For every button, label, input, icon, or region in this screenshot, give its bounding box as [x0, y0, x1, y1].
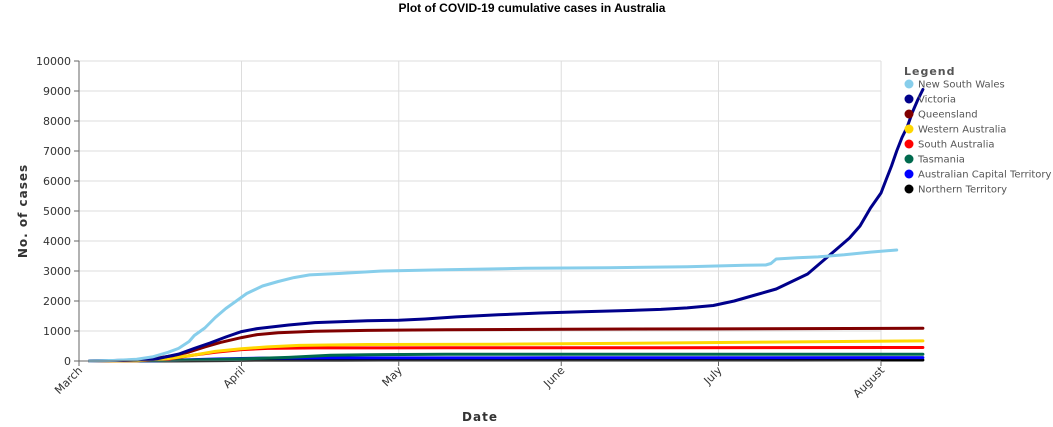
legend-items: New South Wales Victoria Queensland Western…: [904, 79, 1052, 196]
legend-label-northern-territory: Northern Territory: [918, 185, 1007, 196]
x-tick-label: July: [701, 364, 725, 388]
y-tick-label: 7000: [43, 145, 71, 158]
x-tick-label: June: [541, 364, 568, 391]
y-axis-ticks: 0 1000 2000 3000 4000 5000 6000 7000 8000 9000 100…: [36, 55, 79, 368]
y-tick-label: 4000: [43, 235, 71, 248]
x-tick-label: August: [851, 363, 888, 400]
legend-label-victoria: Victoria: [918, 95, 956, 106]
legend-label-western-australia: Western Australia: [918, 125, 1006, 136]
y-tick-label: 5000: [43, 205, 71, 218]
legend-label-new-south-wales: New South Wales: [918, 80, 1005, 91]
x-tick-label: March: [52, 364, 85, 397]
chart-title: Plot of COVID-19 cumulative cases in Aus…: [399, 1, 666, 15]
legend-marker-victoria: [904, 94, 914, 104]
y-tick-label: 1000: [43, 325, 71, 338]
x-axis-ticks: March April May June July August: [52, 361, 888, 400]
legend-label-tasmania: Tasmania: [917, 155, 965, 166]
legend-marker-tasmania: [904, 154, 914, 164]
legend-marker-queensland: [904, 109, 914, 119]
y-axis-title: No. of cases: [16, 164, 30, 258]
y-tick-label: 10000: [36, 55, 71, 68]
legend-label-south-australia: South Australia: [918, 140, 994, 151]
x-tick-label: May: [380, 364, 406, 390]
y-tick-label: 3000: [43, 265, 71, 278]
legend-marker-northern-territory: [904, 184, 914, 194]
series-line-western-australia: [88, 339, 925, 363]
y-tick-label: 2000: [43, 295, 71, 308]
legend-marker-western-australia: [904, 124, 914, 134]
x-tick-label: April: [221, 364, 248, 391]
legend-label-australian-capital-territory: Australian Capital Territory: [918, 170, 1052, 181]
series-line-tasmania: [88, 352, 925, 363]
legend-label-queensland: Queensland: [918, 110, 978, 121]
x-axis-title: Date: [462, 410, 498, 424]
legend-title: Legend: [904, 65, 956, 78]
legend-marker-australian-capital-territory: [904, 169, 914, 179]
y-tick-label: 8000: [43, 115, 71, 128]
legend-marker-south-australia: [904, 139, 914, 149]
plot-area: [88, 88, 925, 363]
y-tick-label: 6000: [43, 175, 71, 188]
legend: Legend New South Wales Victoria Queensland…: [904, 65, 1052, 196]
y-tick-label: 0: [64, 355, 71, 368]
series-line-victoria: [88, 88, 925, 363]
legend-marker-new-south-wales: [904, 79, 914, 89]
series-line-new-south-wales: [88, 248, 899, 363]
y-tick-label: 9000: [43, 85, 71, 98]
